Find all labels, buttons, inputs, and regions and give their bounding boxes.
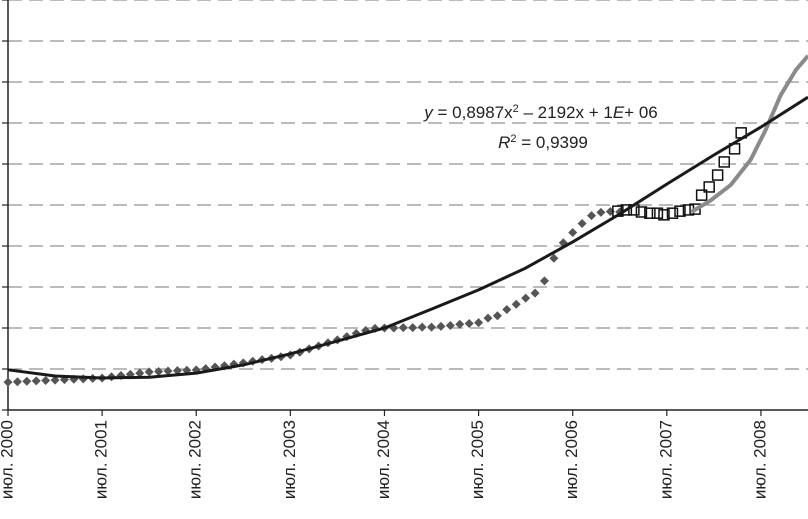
diamond-marker — [417, 322, 427, 332]
x-tick-label: июл. 2001 — [92, 420, 111, 499]
trend-equation: y = 0,8987x2 – 2192x + 1E+ 06 — [423, 103, 657, 122]
diamond-marker — [436, 321, 446, 331]
diamond-marker — [31, 376, 41, 386]
diamond-marker — [483, 313, 493, 323]
diamond-marker — [408, 323, 418, 333]
diamond-marker — [549, 253, 559, 263]
diamond-marker — [144, 367, 154, 377]
square-marker — [711, 169, 724, 181]
square-marker — [666, 207, 679, 219]
square-marker — [658, 209, 670, 221]
diamond-marker — [474, 318, 484, 328]
square-marker — [644, 207, 656, 219]
x-tick-label: июл. 2008 — [750, 420, 769, 499]
diamond-marker — [492, 311, 502, 321]
square-marker — [674, 205, 686, 217]
annotation-part: – 2192x + 1 — [519, 103, 613, 122]
x-tick-label: июл. 2000 — [0, 420, 16, 499]
square-marker — [689, 203, 701, 215]
diamond-marker — [3, 377, 13, 387]
diamond-marker — [568, 227, 578, 237]
annotation-part: = 0,8987x — [433, 103, 513, 122]
diamond-marker — [577, 218, 587, 228]
annotation-part: R — [498, 133, 510, 152]
square-marker — [651, 207, 664, 219]
x-tick-label: июл. 2004 — [374, 420, 393, 499]
annotation-part: y — [423, 103, 434, 122]
diamond-marker — [530, 288, 540, 298]
diamond-marker — [464, 318, 474, 328]
diamond-marker — [596, 207, 606, 217]
diamond-marker — [455, 319, 465, 329]
diamond-marker — [587, 211, 597, 221]
square-marker — [718, 156, 730, 168]
square-marker — [695, 189, 708, 201]
x-tick-label: июл. 2006 — [562, 420, 581, 499]
square-marker — [703, 181, 715, 193]
series-line — [7, 95, 808, 380]
diamond-marker — [154, 366, 164, 376]
diamond-marker — [41, 375, 51, 385]
diamond-marker — [445, 321, 455, 331]
diamond-marker — [521, 293, 531, 303]
square-marker — [620, 204, 633, 216]
diamond-marker — [502, 305, 512, 315]
diamond-marker — [427, 322, 437, 332]
diamond-marker — [50, 375, 60, 385]
diamond-marker — [398, 323, 408, 333]
diamond-marker — [511, 299, 521, 309]
annotation-part: 2 — [513, 103, 519, 115]
x-tick-label: июл. 2003 — [280, 420, 299, 499]
x-tick-label: июл. 2005 — [468, 420, 487, 499]
r-squared: R2 = 0,9399 — [498, 133, 588, 152]
diamond-marker — [12, 377, 22, 387]
annotation-part: + 06 — [624, 103, 658, 122]
diamond-marker — [163, 366, 173, 376]
diamond-marker — [172, 366, 182, 376]
diamond-marker — [22, 376, 32, 386]
square-marker — [635, 206, 648, 218]
annotation-part: = 0,9399 — [517, 133, 588, 152]
annotation-part: E — [613, 103, 625, 122]
diamond-marker — [539, 276, 549, 286]
x-tick-label: июл. 2002 — [186, 420, 205, 499]
diamond-marker — [135, 368, 145, 378]
annotation-part: 2 — [510, 133, 516, 145]
series-line — [690, 54, 808, 214]
x-tick-label: июл. 2007 — [656, 420, 675, 499]
